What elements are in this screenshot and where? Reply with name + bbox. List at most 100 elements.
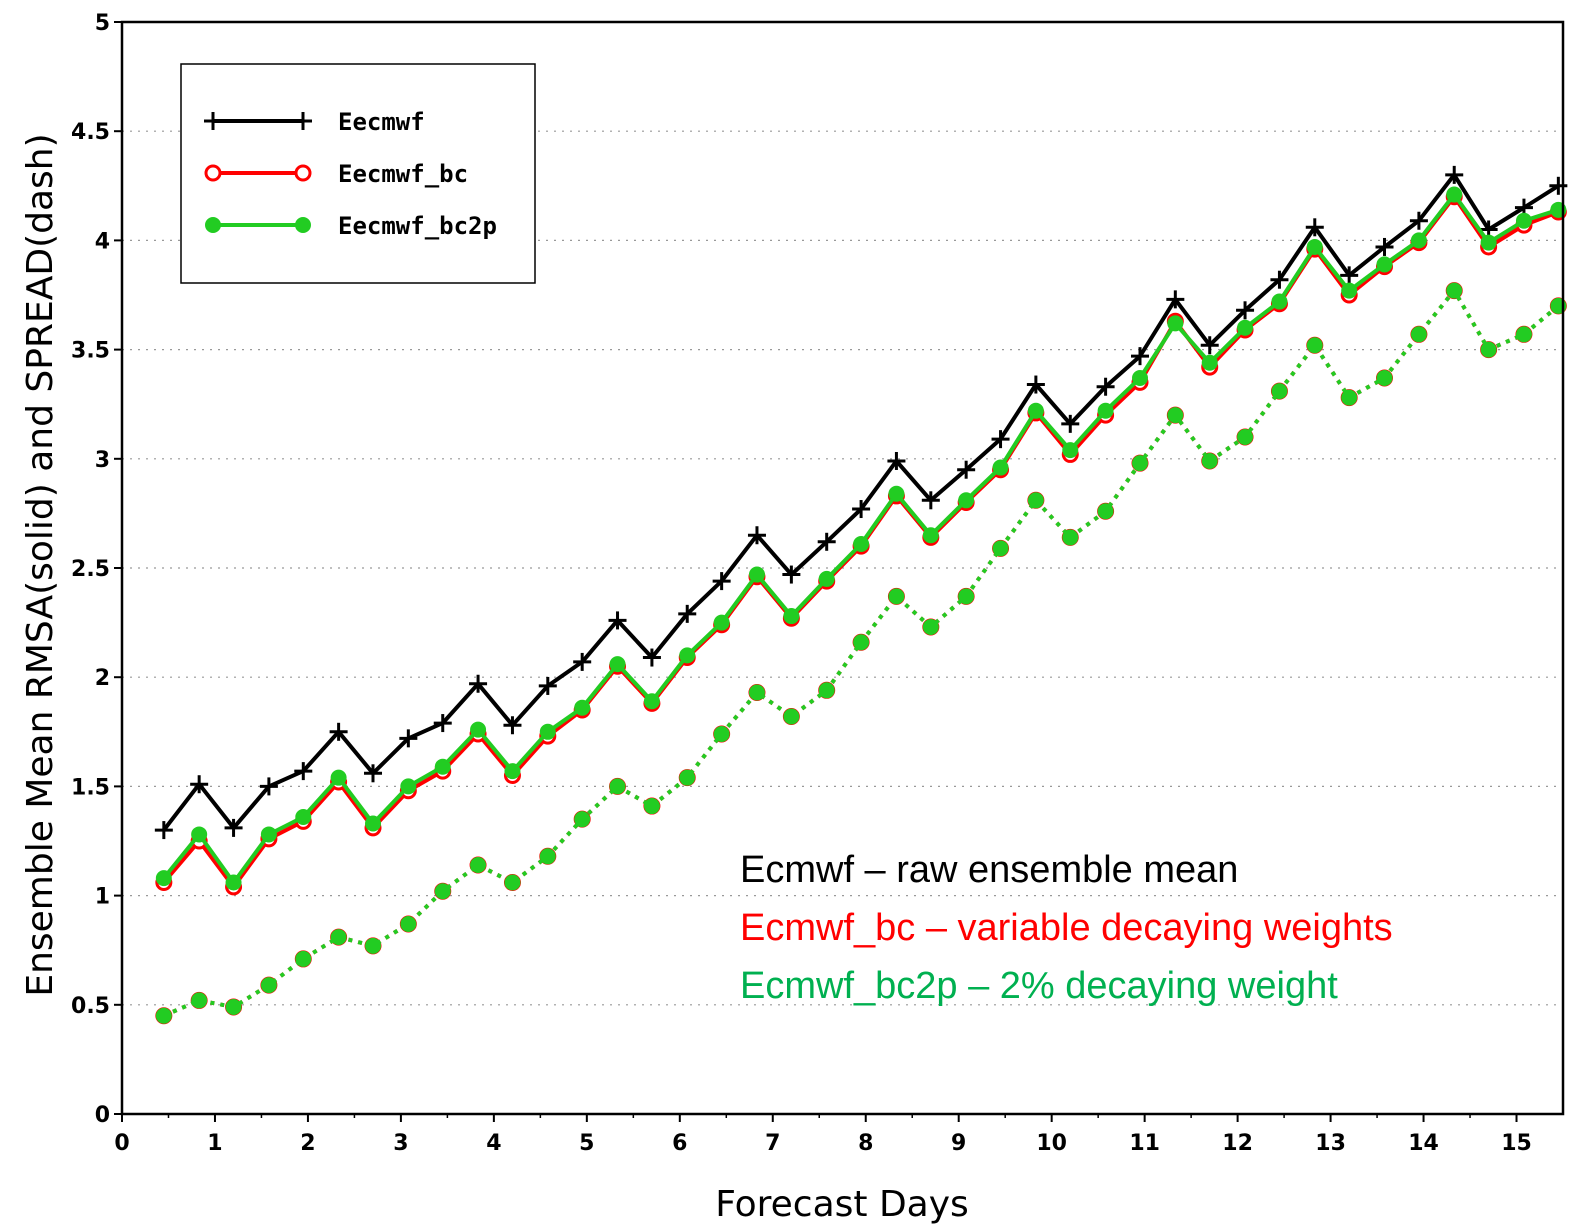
data-point xyxy=(922,527,939,544)
data-point xyxy=(922,618,939,635)
x-tick-label: 3 xyxy=(393,1131,408,1156)
data-point xyxy=(1201,452,1218,469)
data-point xyxy=(364,764,383,783)
data-point xyxy=(1515,212,1532,229)
x-tick-label: 1 xyxy=(207,1131,222,1156)
axis-ticks: 00.511.522.533.544.550 1 2 3 4 5 6 7 8 9 10 11 12 13 1… xyxy=(71,11,1532,1156)
series-2 xyxy=(155,186,1567,891)
y-tick-label: 3 xyxy=(95,448,110,473)
data-point xyxy=(1549,176,1568,195)
y-tick-label: 3.5 xyxy=(71,339,110,364)
data-point xyxy=(259,777,278,796)
data-point xyxy=(433,714,452,733)
legend-item: Eecmwf xyxy=(204,108,425,136)
data-point xyxy=(400,778,417,795)
data-point xyxy=(260,977,277,994)
annotation-raw: Ecmwf – raw ensemble mean xyxy=(740,849,1238,891)
data-point xyxy=(1306,238,1323,255)
legend-marker xyxy=(294,112,312,130)
data-point xyxy=(1340,266,1359,285)
y-tick-label: 5 xyxy=(95,11,110,36)
y-tick-label: 4 xyxy=(95,229,110,254)
data-point xyxy=(1166,290,1185,309)
data-point xyxy=(574,699,591,716)
data-point xyxy=(887,451,906,470)
legend-marker xyxy=(204,164,222,182)
data-point xyxy=(957,460,976,479)
data-point xyxy=(434,883,451,900)
legend-item: Eecmwf_bc xyxy=(204,160,468,188)
data-point xyxy=(958,492,975,509)
data-point xyxy=(1201,354,1218,371)
data-point xyxy=(1062,529,1079,546)
data-point xyxy=(1271,383,1288,400)
data-point xyxy=(470,721,487,738)
data-point xyxy=(1200,336,1219,355)
grid-lines xyxy=(122,130,1563,1006)
x-tick-label: 6 xyxy=(672,1131,687,1156)
x-tick-label: 13 xyxy=(1315,1131,1346,1156)
y-tick-label: 1 xyxy=(95,885,110,910)
data-point xyxy=(225,998,242,1015)
data-point xyxy=(1131,455,1148,472)
annotation-block: Ecmwf – raw ensemble mean Ecmwf_bc – var… xyxy=(740,849,1393,1007)
data-point xyxy=(1097,402,1114,419)
data-point xyxy=(782,565,801,584)
legend-label: Eecmwf xyxy=(338,108,425,136)
data-point xyxy=(1130,347,1149,366)
data-point xyxy=(958,588,975,605)
data-point xyxy=(679,647,696,664)
data-point xyxy=(1271,293,1288,310)
data-point xyxy=(154,821,173,840)
x-tick-label: 5 xyxy=(579,1131,594,1156)
x-tick-label: 11 xyxy=(1129,1131,1160,1156)
data-point xyxy=(992,459,1009,476)
data-point xyxy=(400,915,417,932)
data-point xyxy=(679,769,696,786)
data-point xyxy=(991,430,1010,449)
data-point xyxy=(225,874,242,891)
y-tick-label: 2 xyxy=(95,666,110,691)
data-point xyxy=(1305,218,1324,237)
data-point xyxy=(1376,369,1393,386)
data-point xyxy=(853,535,870,552)
data-point xyxy=(330,929,347,946)
data-point xyxy=(155,1007,172,1024)
data-point xyxy=(1097,503,1114,520)
data-point xyxy=(539,723,556,740)
data-point xyxy=(329,722,348,741)
data-point xyxy=(748,566,765,583)
data-point xyxy=(1062,442,1079,459)
legend: Eecmwf Eecmwf_bc Eecmwf_bc2p xyxy=(180,63,536,284)
data-point xyxy=(1306,337,1323,354)
y-tick-label: 0 xyxy=(95,1103,110,1128)
data-point xyxy=(1445,165,1464,184)
y-tick-label: 0.5 xyxy=(71,994,110,1019)
data-point xyxy=(1480,341,1497,358)
y-axis-title: Ensemble Mean RMSA(solid) and SPREAD(das… xyxy=(20,133,61,996)
data-point xyxy=(1515,326,1532,343)
data-point xyxy=(155,870,172,887)
data-point xyxy=(1096,377,1115,396)
x-tick-label: 10 xyxy=(1036,1131,1067,1156)
x-tick-label: 0 xyxy=(114,1131,129,1156)
data-point xyxy=(504,763,521,780)
data-point xyxy=(642,648,661,667)
data-point xyxy=(1341,282,1358,299)
data-point xyxy=(783,708,800,725)
data-point xyxy=(712,572,731,591)
legend-marker xyxy=(294,164,312,182)
x-tick-label: 7 xyxy=(765,1131,780,1156)
data-point xyxy=(1027,402,1044,419)
y-tick-label: 4.5 xyxy=(71,120,110,145)
data-point xyxy=(713,614,730,631)
data-point xyxy=(294,762,313,781)
data-point xyxy=(783,608,800,625)
data-point xyxy=(1270,270,1289,289)
legend-label: Eecmwf_bc2p xyxy=(338,212,497,240)
data-point xyxy=(853,634,870,651)
data-point xyxy=(818,682,835,699)
data-point xyxy=(365,937,382,954)
data-point xyxy=(1480,234,1497,251)
